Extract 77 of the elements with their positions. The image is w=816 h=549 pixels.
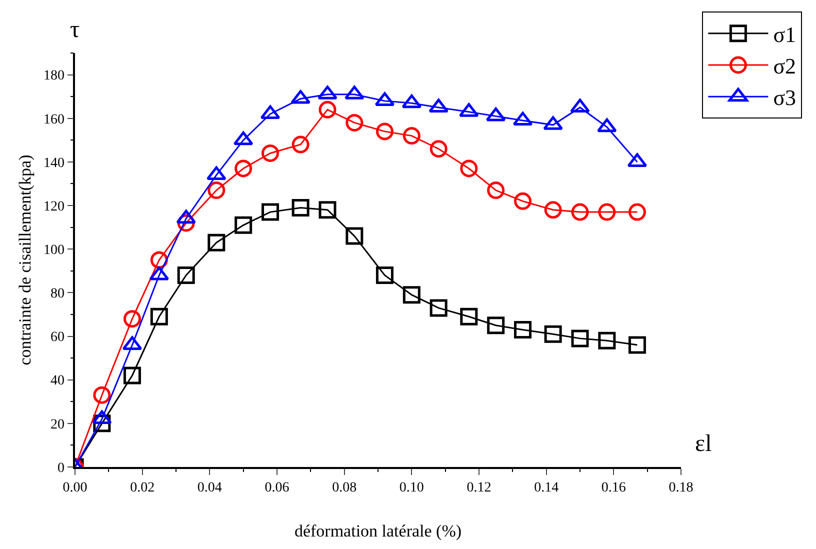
point xyxy=(93,386,111,404)
y-tick-label: 80 xyxy=(50,286,64,302)
x-tick-label: 0.10 xyxy=(399,480,424,496)
text: εl xyxy=(695,431,712,457)
x-axis-title: déformation latérale (%) xyxy=(294,521,462,540)
y-tick-label: 40 xyxy=(50,374,64,389)
y-tick-label: 140 xyxy=(43,156,64,171)
point xyxy=(234,160,252,178)
y-tick-label: 0 xyxy=(57,460,64,476)
point xyxy=(206,166,226,180)
x-tick-label: 0.12 xyxy=(466,480,492,496)
point xyxy=(176,210,196,224)
point xyxy=(208,182,226,200)
x-tick-label: 0.02 xyxy=(130,480,155,496)
point xyxy=(208,234,226,252)
point xyxy=(571,203,589,221)
x-tick-label: 0.06 xyxy=(264,480,290,496)
point xyxy=(460,160,478,178)
text: τ xyxy=(70,17,80,43)
point xyxy=(290,90,310,104)
y-tick-label: 100 xyxy=(43,243,64,258)
point xyxy=(177,266,195,284)
point xyxy=(628,203,646,221)
point xyxy=(598,203,616,221)
point xyxy=(150,308,168,326)
y-axis-title: contrainte de cisaillement(kpa) xyxy=(16,154,34,366)
point xyxy=(571,330,589,348)
legend-label: σ1 xyxy=(773,22,796,47)
point xyxy=(486,107,506,122)
point xyxy=(346,227,364,245)
point xyxy=(430,299,448,317)
point xyxy=(570,98,590,112)
point xyxy=(487,316,505,334)
legend-label: σ3 xyxy=(773,85,796,110)
point xyxy=(460,308,478,326)
point xyxy=(346,114,364,132)
point xyxy=(402,286,420,304)
point xyxy=(544,201,562,219)
point xyxy=(487,182,505,200)
point xyxy=(234,216,252,234)
point xyxy=(260,105,280,120)
point xyxy=(598,332,616,350)
point xyxy=(318,86,338,100)
point xyxy=(318,201,336,219)
x-tick-label: 0.00 xyxy=(62,480,88,496)
y-tick-label: 60 xyxy=(50,330,64,346)
point xyxy=(514,192,532,210)
point xyxy=(262,144,280,162)
x-tick-label: 0.18 xyxy=(668,480,694,496)
point xyxy=(344,86,364,100)
point xyxy=(376,266,394,284)
point xyxy=(376,122,394,140)
point xyxy=(123,366,141,384)
point xyxy=(514,320,532,338)
point xyxy=(292,198,310,216)
x-tick-label: 0.14 xyxy=(534,480,559,496)
x-tick-label: 0.08 xyxy=(332,480,357,496)
point xyxy=(233,131,254,146)
x-tick-label: 0.04 xyxy=(197,480,222,496)
point xyxy=(292,136,310,154)
y-tick-label: 20 xyxy=(50,417,64,432)
point xyxy=(402,94,422,108)
point xyxy=(544,325,562,343)
point xyxy=(318,100,336,118)
point xyxy=(402,127,420,145)
y-tick-label: 120 xyxy=(43,199,64,214)
point xyxy=(628,336,646,354)
y-tick-label: 180 xyxy=(43,68,64,84)
point xyxy=(543,116,563,130)
point xyxy=(123,310,141,328)
x-tick-label: 0.16 xyxy=(601,480,626,496)
point xyxy=(430,140,448,158)
point xyxy=(597,118,617,132)
point xyxy=(512,112,533,126)
point xyxy=(262,203,280,221)
y-tick-label: 160 xyxy=(43,112,64,128)
legend-label: σ2 xyxy=(773,54,796,79)
